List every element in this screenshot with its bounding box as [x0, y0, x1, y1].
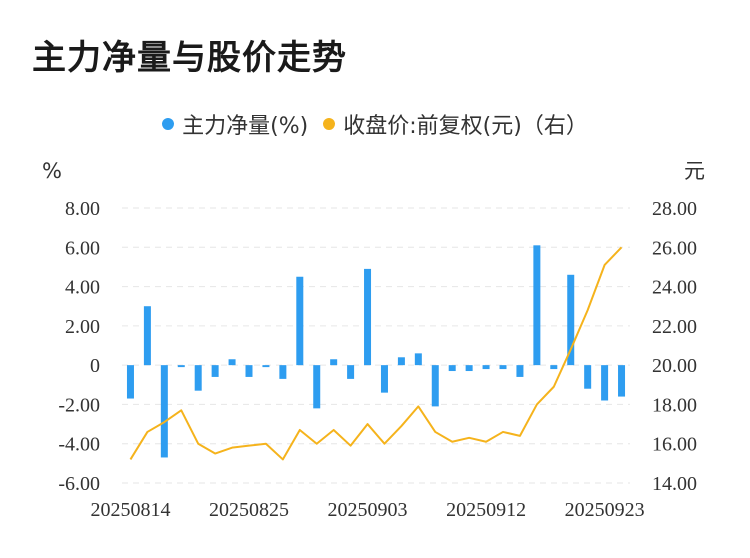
- y-tick-label: -4.00: [58, 434, 100, 456]
- y-tick-label: 0: [90, 355, 100, 377]
- y2-tick-label: 20.00: [652, 355, 697, 377]
- bar: [330, 359, 338, 366]
- legend-dot-blue: [162, 118, 175, 130]
- y-tick-label: 2.00: [65, 316, 100, 338]
- y-tick-label: 4.00: [65, 277, 100, 299]
- bar: [567, 274, 575, 366]
- bar: [194, 365, 202, 391]
- x-tick-label: 20250825: [209, 499, 289, 521]
- bar: [262, 365, 270, 368]
- price-line: [129, 246, 623, 461]
- bar: [482, 365, 490, 370]
- bar: [347, 365, 355, 379]
- left-axis-unit: %: [42, 159, 62, 183]
- y-tick-label: 8.00: [65, 198, 100, 220]
- bar-series: [126, 245, 626, 458]
- bar: [177, 365, 185, 368]
- legend-dot-orange: [323, 118, 336, 130]
- y-tick-label: -2.00: [58, 394, 100, 416]
- chart-title: 主力净量与股价走势: [32, 38, 347, 78]
- y2-tick-label: 16.00: [652, 434, 697, 456]
- bar: [618, 365, 626, 397]
- x-tick-label: 20250923: [565, 499, 645, 521]
- bar: [414, 353, 422, 366]
- bar: [245, 365, 253, 377]
- bar: [601, 365, 609, 401]
- legend: 主力净量(%) 收盘价:前复权(元)（右）: [0, 108, 750, 140]
- bar: [279, 365, 287, 379]
- legend-label-close-price: 收盘价:前复权(元)（右）: [343, 114, 588, 139]
- bar: [143, 306, 151, 366]
- x-tick-label: 20250814: [90, 499, 170, 521]
- bar: [584, 365, 592, 389]
- bar: [313, 365, 321, 409]
- bar: [448, 365, 456, 372]
- bar: [296, 276, 304, 366]
- y-tick-label: 6.00: [65, 237, 100, 259]
- bar: [499, 365, 507, 370]
- bar: [380, 365, 388, 393]
- line-series: [129, 246, 623, 461]
- right-axis-unit: 元: [684, 159, 705, 183]
- x-tick-label: 20250903: [328, 499, 408, 521]
- bar: [533, 245, 541, 366]
- legend-label-net-volume: 主力净量(%): [182, 114, 309, 139]
- grid-lines: [122, 207, 630, 484]
- bar: [160, 365, 168, 458]
- bar: [364, 268, 372, 366]
- bar: [126, 365, 134, 399]
- left-axis-ticks: 8.00 6.00 4.00 2.00 0 -2.00 -4.00 -6.00: [58, 198, 100, 495]
- bar: [228, 359, 236, 366]
- y2-tick-label: 18.00: [652, 394, 697, 416]
- y2-tick-label: 22.00: [652, 316, 697, 338]
- right-axis-ticks: 28.00 26.00 24.00 22.00 20.00 18.00 16.00 14.00: [652, 198, 697, 495]
- y2-tick-label: 26.00: [652, 237, 697, 259]
- bar: [465, 365, 473, 372]
- bar: [431, 365, 439, 407]
- x-tick-label: 20250912: [446, 499, 526, 521]
- y2-tick-label: 24.00: [652, 277, 697, 299]
- bar: [397, 357, 405, 366]
- x-axis-ticks: 20250814 20250825 20250903 20250912 20250923: [90, 499, 644, 521]
- y-tick-label: -6.00: [58, 473, 100, 495]
- y2-tick-label: 28.00: [652, 198, 697, 220]
- bar: [211, 365, 219, 377]
- y2-tick-label: 14.00: [652, 473, 697, 495]
- legend-item-net-volume[interactable]: 主力净量(%): [162, 108, 308, 140]
- legend-item-close-price[interactable]: 收盘价:前复权(元)（右）: [323, 108, 588, 140]
- bar: [516, 365, 524, 377]
- bar: [550, 365, 558, 370]
